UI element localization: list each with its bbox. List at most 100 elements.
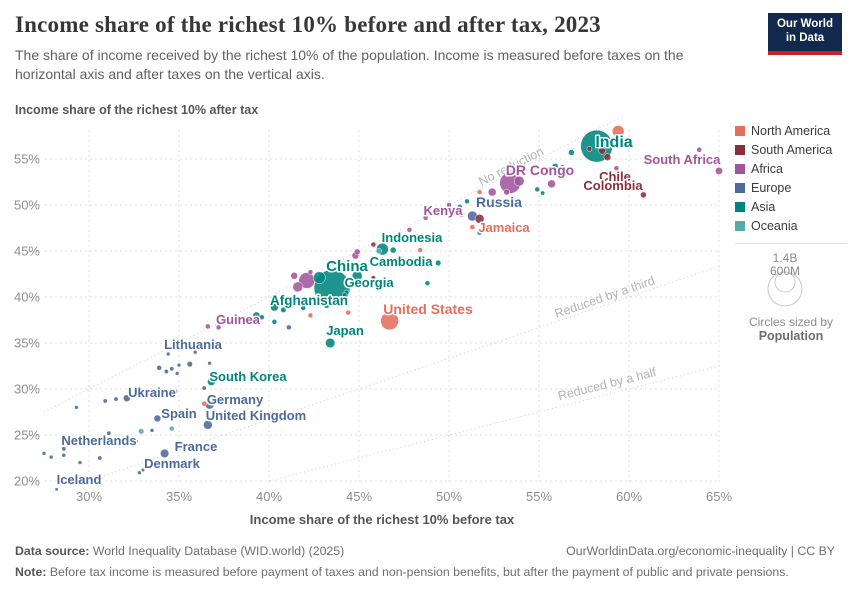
data-point[interactable]	[61, 446, 67, 452]
data-point[interactable]	[176, 362, 182, 368]
data-point[interactable]	[323, 302, 330, 309]
data-point-chile[interactable]	[603, 153, 612, 161]
data-point[interactable]	[534, 186, 540, 193]
data-point[interactable]	[286, 324, 292, 331]
data-point[interactable]	[353, 248, 361, 256]
data-point[interactable]	[48, 454, 54, 460]
data-point[interactable]	[113, 396, 119, 402]
data-point[interactable]	[446, 202, 452, 208]
data-point[interactable]	[307, 269, 314, 275]
data-point[interactable]	[413, 233, 420, 240]
data-point[interactable]	[74, 405, 79, 410]
data-point-guinea[interactable]	[215, 324, 222, 331]
data-point[interactable]	[370, 241, 377, 248]
data-point-colombia[interactable]	[640, 191, 647, 199]
data-point[interactable]	[156, 365, 162, 371]
data-point[interactable]	[205, 323, 211, 330]
data-point[interactable]	[106, 430, 112, 436]
data-point[interactable]	[163, 369, 169, 374]
legend-item-europe[interactable]: Europe	[735, 181, 847, 195]
data-point[interactable]	[696, 147, 702, 153]
legend-item-asia[interactable]: Asia	[735, 200, 847, 214]
data-point[interactable]	[186, 361, 193, 368]
data-point[interactable]	[476, 229, 483, 236]
data-point[interactable]	[169, 366, 175, 372]
data-point[interactable]	[140, 467, 146, 473]
data-point-spain[interactable]	[153, 414, 162, 423]
data-point[interactable]	[271, 319, 278, 325]
data-point[interactable]	[201, 385, 207, 391]
data-point[interactable]	[474, 214, 485, 224]
data-point[interactable]	[207, 360, 212, 366]
data-point[interactable]	[102, 398, 108, 404]
data-point-lithuania[interactable]	[192, 349, 198, 355]
data-point[interactable]	[280, 306, 287, 313]
data-point-united-states[interactable]	[380, 311, 399, 331]
data-point[interactable]	[172, 389, 178, 395]
data-point-afghanistan[interactable]	[270, 302, 279, 312]
data-point-india[interactable]	[580, 129, 613, 163]
data-point[interactable]	[307, 312, 314, 319]
data-point[interactable]	[406, 227, 413, 233]
data-point[interactable]	[487, 187, 497, 197]
data-point[interactable]	[292, 281, 304, 293]
data-point[interactable]	[138, 428, 145, 435]
data-point[interactable]	[61, 452, 67, 458]
data-point[interactable]	[422, 215, 429, 221]
legend-item-north-america[interactable]: North America	[735, 124, 847, 138]
data-point[interactable]	[476, 189, 483, 195]
data-point-denmark[interactable]	[137, 470, 142, 475]
data-point[interactable]	[611, 125, 625, 138]
data-point[interactable]	[351, 270, 363, 282]
data-point[interactable]	[237, 319, 243, 325]
data-point[interactable]	[464, 198, 470, 205]
owid-logo[interactable]: Our World in Data	[768, 13, 842, 55]
data-point-south-africa[interactable]	[715, 167, 723, 175]
data-point[interactable]	[174, 371, 180, 376]
legend-item-south-america[interactable]: South America	[735, 143, 847, 157]
data-point[interactable]	[77, 460, 83, 465]
data-point-united-kingdom[interactable]	[203, 420, 213, 430]
data-point[interactable]	[598, 146, 606, 155]
data-point[interactable]	[613, 165, 620, 171]
data-point[interactable]	[201, 400, 207, 407]
data-point[interactable]	[165, 351, 171, 357]
data-point[interactable]	[424, 280, 431, 286]
data-point[interactable]	[568, 149, 575, 156]
data-point[interactable]	[457, 204, 463, 210]
data-point[interactable]	[313, 271, 326, 284]
data-point-south-korea[interactable]	[207, 377, 216, 386]
data-point-france[interactable]	[160, 448, 170, 458]
data-point[interactable]	[169, 425, 175, 432]
data-point[interactable]	[503, 188, 510, 196]
data-point[interactable]	[290, 272, 298, 280]
data-point[interactable]	[341, 292, 348, 298]
data-point-japan[interactable]	[325, 337, 336, 349]
data-point[interactable]	[547, 179, 556, 189]
data-point[interactable]	[540, 190, 546, 196]
data-point[interactable]	[259, 314, 265, 320]
data-point[interactable]	[345, 309, 351, 316]
legend-item-africa[interactable]: Africa	[735, 162, 847, 176]
data-point[interactable]	[551, 163, 559, 170]
data-point-jamaica[interactable]	[469, 224, 476, 230]
data-point-ukraine[interactable]	[123, 394, 131, 402]
owid-link[interactable]: OurWorldinData.org/economic-inequality |…	[566, 544, 835, 558]
data-point[interactable]	[433, 206, 440, 213]
data-point-cambodia[interactable]	[435, 259, 442, 267]
data-point-iceland[interactable]	[54, 487, 59, 492]
data-point[interactable]	[375, 247, 382, 255]
data-point[interactable]	[389, 246, 397, 254]
data-point[interactable]	[586, 146, 593, 152]
data-point[interactable]	[433, 238, 440, 244]
data-point[interactable]	[559, 164, 566, 171]
data-point[interactable]	[149, 428, 155, 433]
data-point-netherlands[interactable]	[133, 438, 139, 445]
data-point[interactable]	[41, 451, 47, 456]
data-point[interactable]	[513, 175, 525, 187]
data-point[interactable]	[417, 247, 423, 253]
data-point[interactable]	[370, 275, 376, 281]
legend-item-oceania[interactable]: Oceania	[735, 219, 847, 233]
data-point[interactable]	[300, 305, 306, 311]
data-point[interactable]	[97, 455, 103, 461]
